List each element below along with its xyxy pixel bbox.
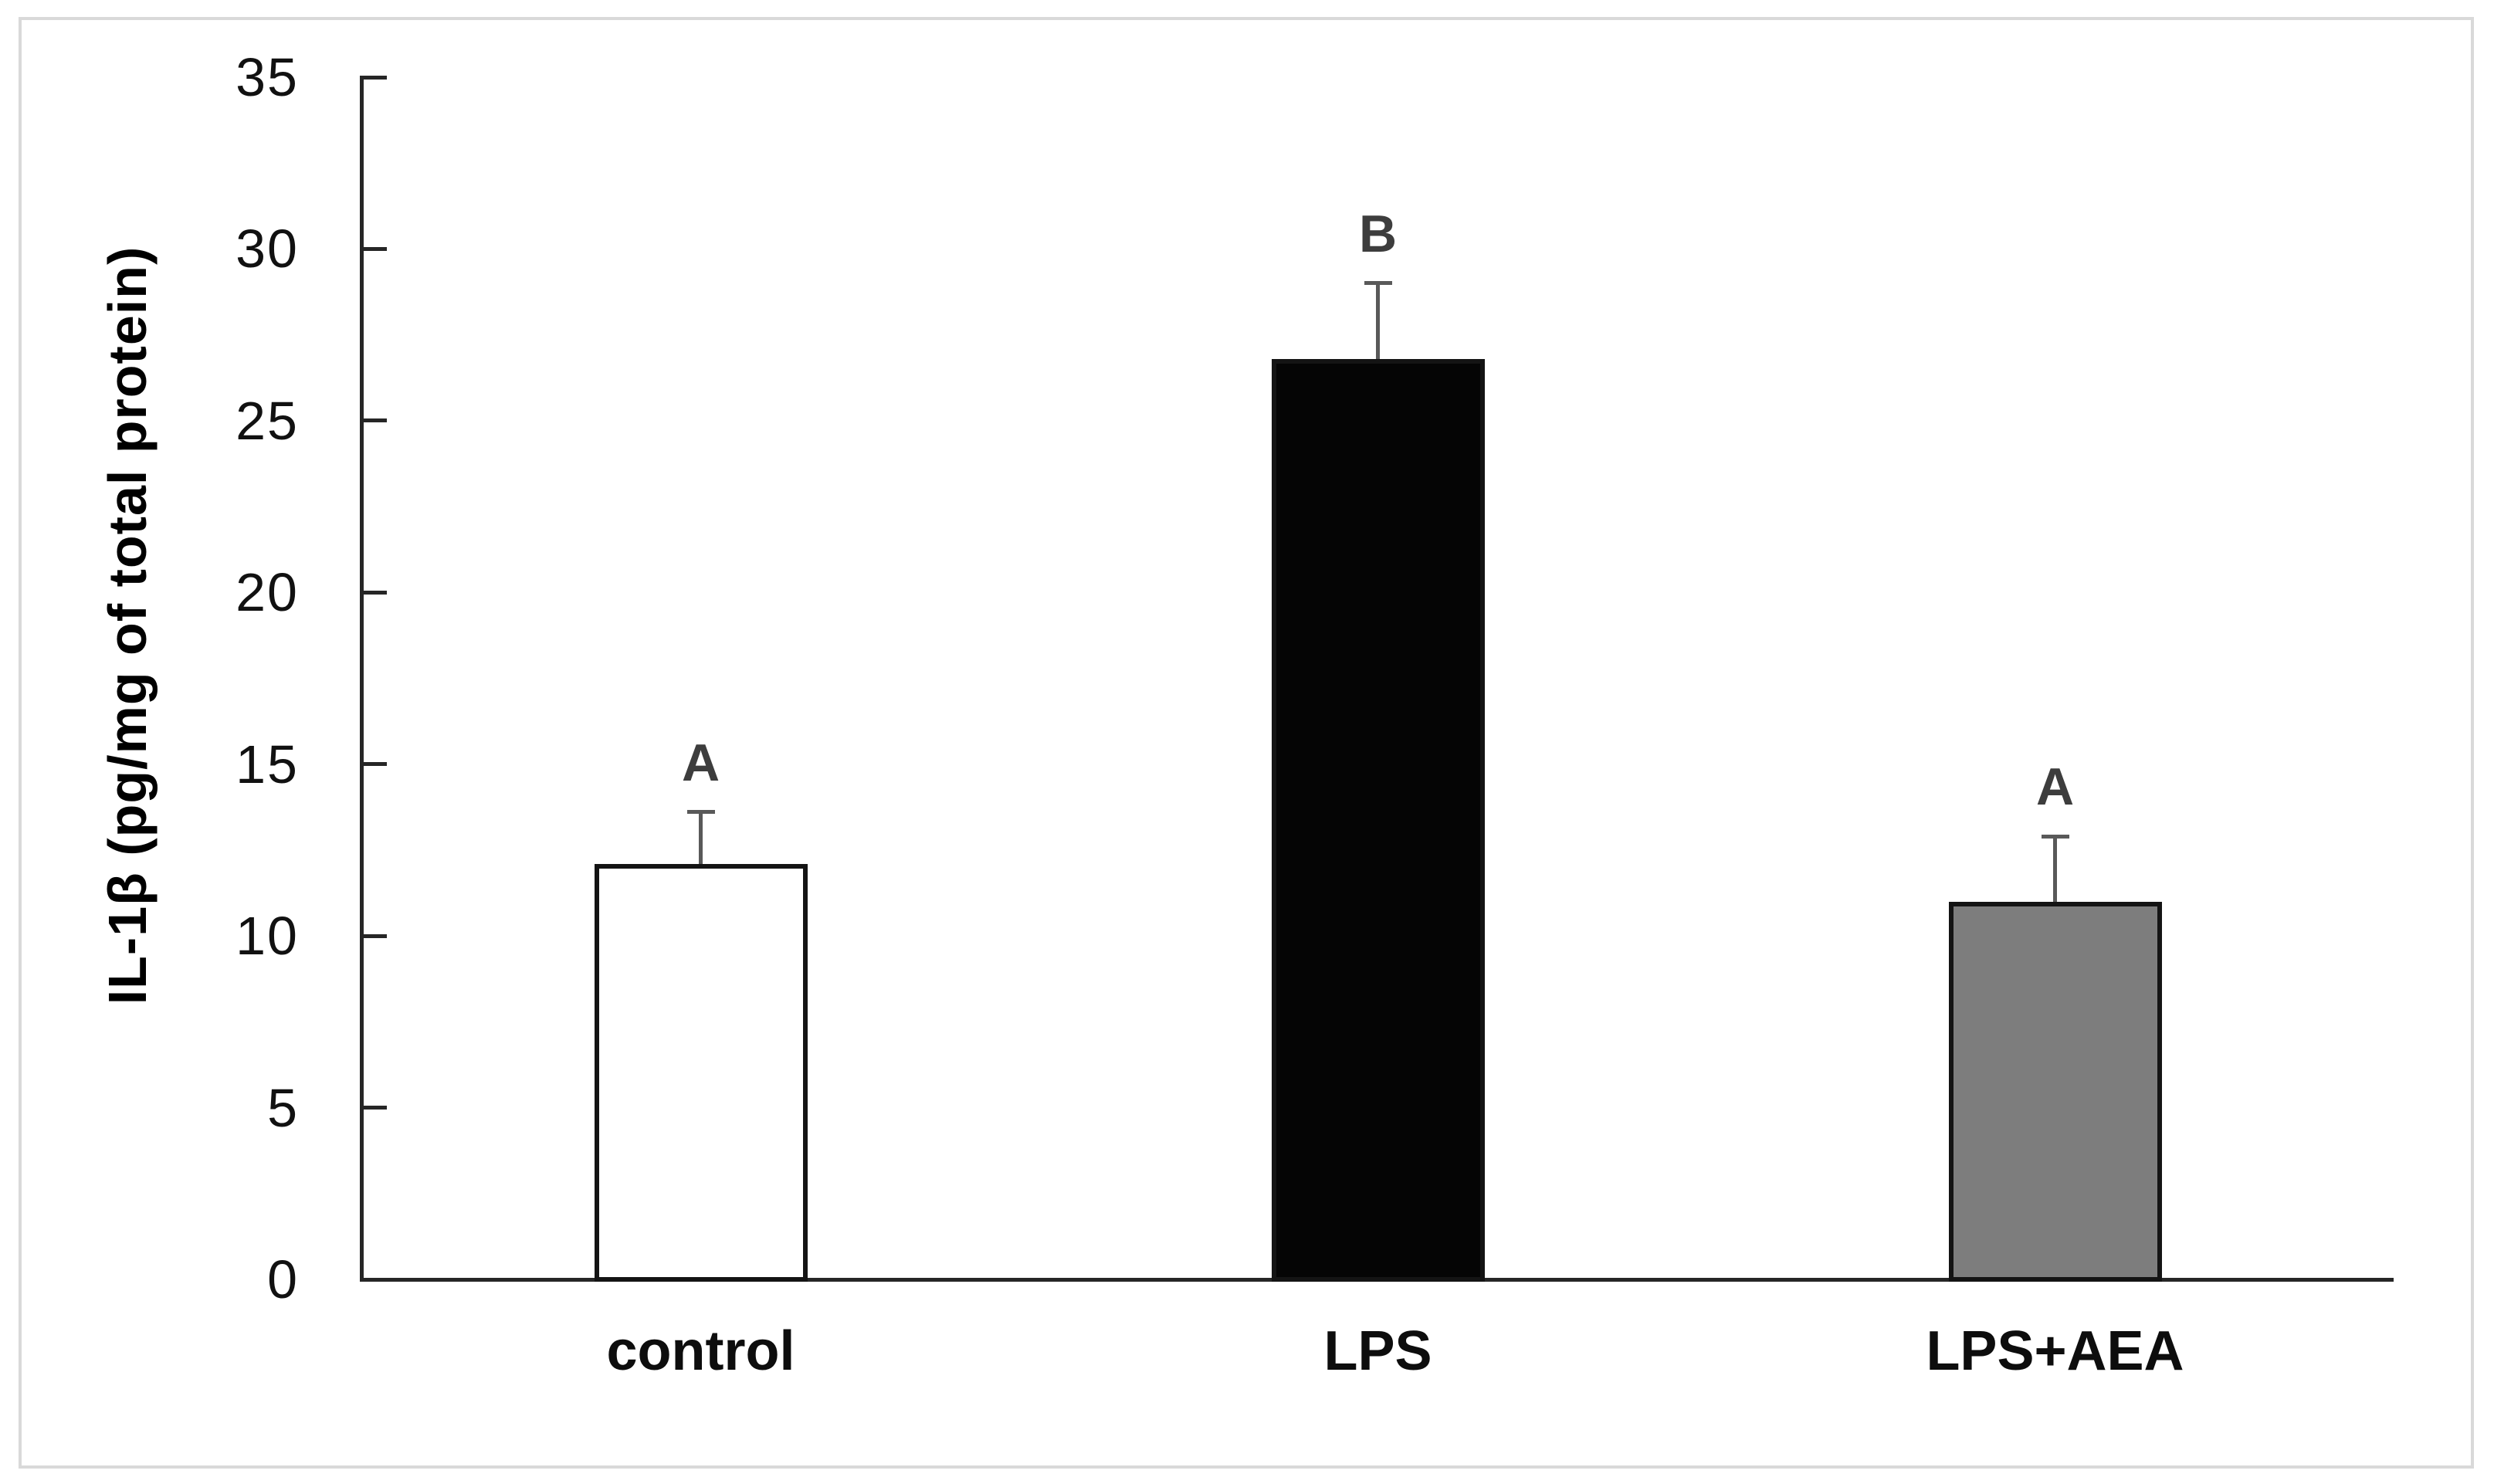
y-axis-tick bbox=[362, 75, 387, 80]
error-bar-line bbox=[1376, 283, 1380, 359]
error-bar-cap bbox=[2041, 834, 2069, 839]
x-category-label: control bbox=[606, 1320, 795, 1382]
x-category-label: LPS bbox=[1323, 1320, 1432, 1382]
bar-lps bbox=[1271, 358, 1485, 1282]
error-bar-cap bbox=[686, 810, 715, 815]
y-axis-line bbox=[360, 76, 364, 1281]
y-axis-tick-label: 0 bbox=[267, 1249, 299, 1310]
y-axis-tick bbox=[362, 762, 387, 767]
error-bar-line bbox=[699, 811, 703, 864]
y-axis-tick bbox=[362, 1106, 387, 1110]
bar-control bbox=[594, 863, 808, 1282]
y-axis-tick-label: 30 bbox=[236, 219, 299, 280]
significance-letter: A bbox=[2035, 757, 2075, 817]
error-bar-line bbox=[2053, 836, 2057, 902]
y-axis-tick bbox=[362, 933, 387, 938]
y-axis-tick bbox=[362, 246, 387, 251]
y-axis-tick-label: 10 bbox=[236, 906, 299, 967]
y-axis-tick bbox=[362, 1277, 387, 1282]
y-axis-tick-label: 35 bbox=[236, 47, 299, 107]
y-axis-tick bbox=[362, 418, 387, 423]
significance-letter: A bbox=[681, 733, 720, 792]
y-axis-tick-label: 25 bbox=[236, 390, 299, 451]
y-axis-tick-label: 5 bbox=[267, 1077, 299, 1138]
y-axis-tick-label: 20 bbox=[236, 562, 299, 623]
significance-letter: B bbox=[1358, 204, 1398, 263]
y-axis-tick-label: 15 bbox=[236, 734, 299, 795]
y-axis-tick bbox=[362, 590, 387, 595]
bar-lps-aea bbox=[1948, 901, 2162, 1282]
error-bar-cap bbox=[1364, 281, 1392, 286]
x-category-label: LPS+AEA bbox=[1926, 1320, 2184, 1382]
